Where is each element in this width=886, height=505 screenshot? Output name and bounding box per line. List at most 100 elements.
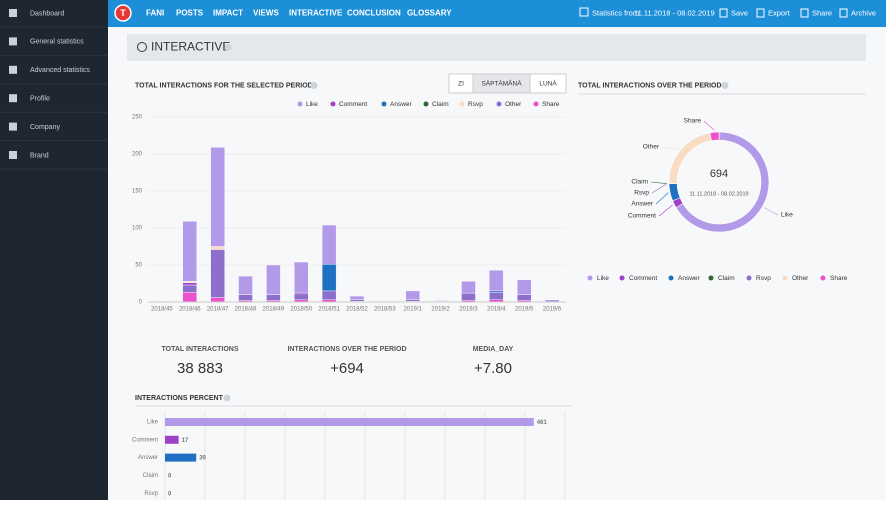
legend-marker [620,276,625,281]
slice-label: Comment [628,213,656,220]
period-button[interactable]: ZI [458,81,464,88]
action-button[interactable]: Export [768,8,791,17]
slice-label: Other [643,144,660,151]
action-button[interactable]: Save [731,8,748,17]
bar-segment [517,295,531,301]
nav-item[interactable]: FANI [146,9,164,18]
bar-segment [211,249,225,297]
section-header [127,34,866,61]
legend-label[interactable]: Claim [718,275,735,282]
x-tick-label: 2018/51 [318,307,340,313]
legend-marker [783,276,788,281]
legend-label[interactable]: Rsvp [468,101,483,108]
sidebar-icon [9,123,17,131]
legend-label[interactable]: Share [542,101,560,108]
legend-label[interactable]: Other [792,275,809,282]
info-icon [311,82,318,89]
y-tick-label: 150 [132,189,143,195]
legend-marker [460,102,465,107]
x-tick-label: 2019/6 [543,307,562,313]
sidebar-item[interactable]: Profile [30,96,50,103]
legend-label[interactable]: Claim [432,101,449,108]
nav-item[interactable]: IMPACT [213,9,243,18]
legend-label[interactable]: Answer [678,275,701,282]
chart-title: TOTAL INTERACTIONS FOR THE SELECTED PERI… [135,82,313,89]
bar-segment [461,293,475,300]
sidebar-icon [9,66,17,74]
info-icon [225,44,232,51]
bar-segment [294,294,308,300]
nav-item[interactable]: CONCLUSION [347,9,401,18]
bar-segment [211,298,225,302]
stat-label: TOTAL INTERACTIONS [162,346,239,353]
bar [165,454,196,462]
bar-segment [322,291,336,300]
legend-label[interactable]: Answer [390,101,413,108]
stats-period: 11.11.2018 - 08.02.2019 [634,8,715,17]
y-tick-label: Rsvp [144,491,158,497]
x-tick-label: 2018/49 [263,307,285,313]
legend-label[interactable]: Share [830,275,848,282]
slice-label: Answer [631,201,654,208]
logo-mark: T [120,8,126,18]
bar-segment [294,262,308,292]
x-tick-label: 2018/46 [179,307,201,313]
legend-marker [669,276,674,281]
legend-label[interactable]: Comment [629,275,657,282]
sidebar-icon [9,151,17,159]
x-tick-label: 2018/53 [374,307,396,313]
bar-segment [294,292,308,293]
bar-segment [211,147,225,246]
bar-segment [406,300,420,301]
bar-segment [489,270,503,291]
x-tick-label: 2018/48 [235,307,257,313]
bar-segment [517,280,531,295]
legend-marker [424,102,429,107]
sidebar-item[interactable]: Advanced statistics [30,67,90,74]
stats-from: Statistics from [592,8,639,17]
donut-total: 694 [710,168,728,180]
legend-label[interactable]: Comment [339,101,367,108]
legend-label[interactable]: Other [505,101,522,108]
action-button[interactable]: Archive [851,8,876,17]
x-tick-label: 2018/45 [151,307,173,313]
chart-title: INTERACTIONS PERCENT [135,395,224,402]
y-tick-label: Claim [143,473,158,479]
legend-label[interactable]: Like [597,275,609,282]
action-button[interactable]: Share [812,8,832,17]
nav-item[interactable]: GLOSSARY [407,9,452,18]
y-tick-label: 100 [132,226,143,232]
nav-item[interactable]: INTERACTIVE [289,9,343,18]
sidebar-icon [9,37,17,45]
donut-period: 11.11.2018 - 08.02.2019 [689,191,748,197]
sidebar-icon [9,9,17,17]
sidebar-item[interactable]: Brand [30,152,49,159]
sidebar-item[interactable]: Company [30,124,60,131]
bar-segment [183,221,197,281]
bar-segment [183,292,197,302]
legend-label[interactable]: Rsvp [756,275,771,282]
legend-marker [497,102,502,107]
stat-label: MEDIA_DAY [473,346,514,353]
nav-item[interactable]: VIEWS [253,9,279,18]
legend-label[interactable]: Like [306,101,318,108]
chart-title: TOTAL INTERACTIONS OVER THE PERIOD [578,82,722,89]
bar-segment [239,295,253,301]
bar-segment [489,291,503,292]
slice-label: Like [781,212,793,219]
stat-value: 38 883 [177,360,223,377]
y-tick-label: 50 [135,263,142,269]
bar-segment [266,265,280,295]
bar [165,436,179,444]
nav-item[interactable]: POSTS [176,9,204,18]
sidebar-item[interactable]: General statistics [30,39,84,46]
sidebar-icon [9,94,17,102]
bar-segment [489,292,503,299]
period-button[interactable]: SĂPTĂMÂNĂ [481,79,522,88]
bar-segment [266,295,280,301]
legend-marker [382,102,387,107]
sidebar-item[interactable]: Dashboard [30,10,64,17]
period-button[interactable]: LUNĂ [539,79,557,88]
section-title: INTERACTIVE [151,40,230,54]
